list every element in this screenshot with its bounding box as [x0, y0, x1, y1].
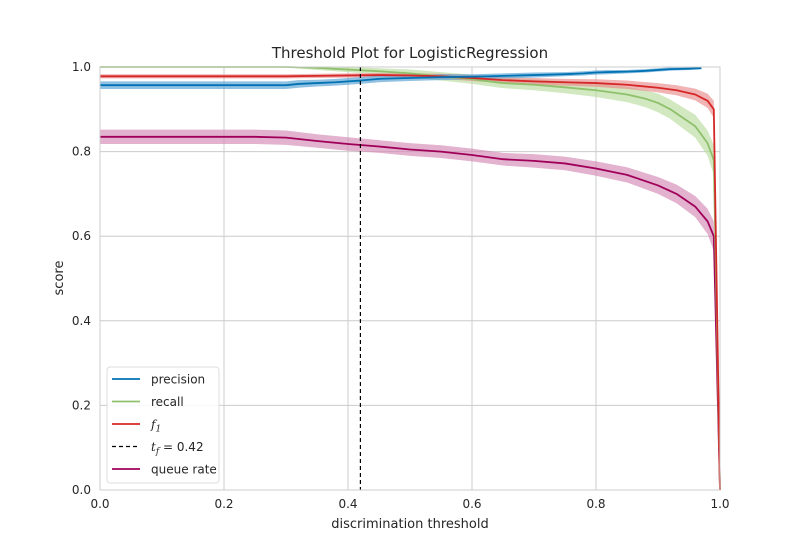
chart-title: Threshold Plot for LogisticRegression — [271, 44, 548, 62]
x-tick-label: 0.6 — [462, 497, 481, 511]
y-tick-label: 0.8 — [72, 145, 91, 159]
f1-subscript: 1 — [155, 425, 161, 435]
x-tick-label: 1.0 — [710, 497, 729, 511]
x-tick-label: 0.0 — [90, 497, 109, 511]
line-precision — [100, 67, 702, 87]
threshold-subscript: f — [155, 447, 161, 457]
y-tick-label: 0.4 — [72, 314, 91, 328]
x-tick-label: 0.2 — [214, 497, 233, 511]
legend-label-f-1: f1 — [150, 418, 161, 435]
line-recall — [100, 66, 721, 491]
series-lines — [100, 66, 721, 491]
x-tick-label: 0.4 — [338, 497, 357, 511]
legend-label-recall: recall — [151, 395, 184, 409]
y-tick-label: 1.0 — [72, 60, 91, 74]
legend-label-queue-rate: queue rate — [151, 463, 217, 477]
x-axis-label: discrimination threshold — [331, 517, 488, 532]
line-f-1 — [100, 74, 721, 491]
y-tick-label: 0.2 — [72, 398, 91, 412]
legend-label-threshold: tf = 0.42 — [151, 440, 204, 457]
line-queue-rate — [100, 135, 721, 491]
threshold-symbol: t — [151, 440, 156, 454]
y-tick-label: 0.0 — [72, 483, 91, 497]
x-tick-label: 0.8 — [586, 497, 605, 511]
y-axis-label: score — [52, 261, 67, 296]
plot-frame — [99, 66, 721, 491]
legend-label-precision: precision — [151, 373, 205, 387]
y-tick-label: 0.6 — [72, 229, 91, 243]
band-recall — [100, 67, 720, 490]
tick-labels: 0.0 0.2 0.4 0.6 0.8 1.0 0.0 0.2 0.4 0.6 0.8 1.0 — [72, 60, 730, 511]
f1-symbol: f — [150, 418, 158, 432]
legend-box — [106, 366, 220, 484]
threshold-value: = 0.42 — [159, 440, 203, 454]
